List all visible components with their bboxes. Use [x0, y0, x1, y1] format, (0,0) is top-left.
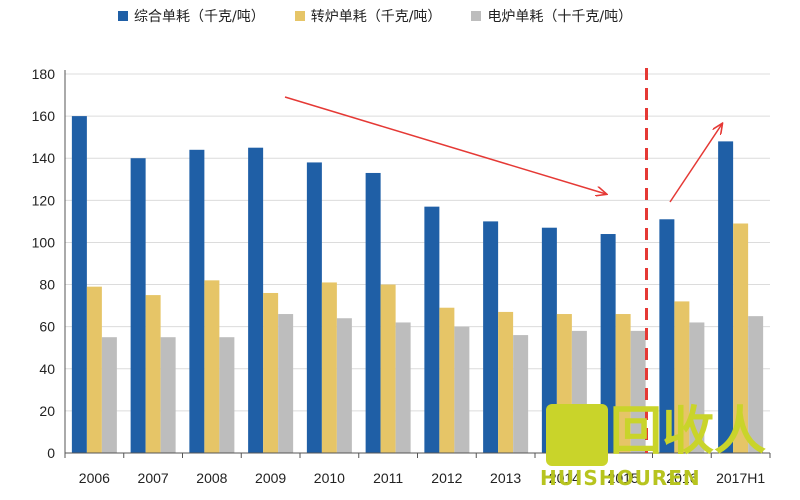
bar-converter — [321, 282, 337, 453]
legend-swatch-converter — [294, 11, 305, 21]
y-tick-label: 40 — [39, 361, 55, 377]
x-tick-label: 2013 — [490, 470, 521, 486]
legend: 综合单耗（千克/吨） 转炉单耗（千克/吨） 电炉单耗（十千克/吨） — [118, 6, 632, 26]
grid-lines — [65, 73, 770, 454]
bar-composite — [424, 206, 440, 453]
bar-converter — [674, 301, 690, 453]
tick-labels: 0 20 40 60 80 100 120 140 160 180 2006 2007 2008 2009… — [32, 66, 766, 486]
bar-composite — [718, 141, 734, 453]
y-tick-label: 0 — [47, 445, 55, 461]
bars — [71, 116, 764, 454]
bar-converter — [204, 280, 220, 453]
watermark-logo-text: 回收人 — [610, 402, 767, 462]
legend-swatch-electric — [471, 11, 482, 21]
bar-electric — [689, 322, 705, 453]
x-tick-label: 2017H1 — [716, 470, 765, 486]
bar-composite — [483, 221, 499, 453]
legend-item-electric: 电炉单耗（十千克/吨） — [471, 6, 632, 26]
x-tick-label: 2007 — [138, 470, 169, 486]
y-tick-label: 180 — [32, 66, 56, 82]
bar-composite — [600, 234, 616, 453]
watermark-subtext: HUISHOUREN — [540, 466, 701, 490]
x-tick-label: 2008 — [196, 470, 227, 486]
legend-item-composite: 综合单耗（千克/吨） — [118, 6, 265, 26]
y-tick-label: 120 — [32, 192, 56, 208]
bar-electric — [336, 318, 352, 453]
bar-converter — [615, 314, 631, 453]
bar-converter — [380, 284, 396, 453]
bar-composite — [248, 147, 264, 453]
x-tick-label: 2016 — [666, 470, 697, 486]
bar-electric — [219, 337, 235, 453]
bar-electric — [748, 316, 764, 453]
y-tick-label: 140 — [32, 150, 56, 166]
x-tick-label: 2006 — [79, 470, 110, 486]
y-tick-label: 60 — [39, 319, 55, 335]
legend-item-converter: 转炉单耗（千克/吨） — [294, 6, 442, 26]
legend-label-converter: 转炉单耗（千克/吨） — [310, 9, 442, 25]
watermark-box-icon — [546, 404, 608, 466]
legend-label-composite: 综合单耗（千克/吨） — [134, 9, 265, 25]
y-tick-label: 20 — [39, 403, 55, 419]
bar-electric — [101, 337, 117, 453]
bar-converter — [263, 292, 279, 453]
bar-electric — [454, 326, 470, 453]
bar-electric — [160, 337, 176, 453]
legend-swatch-composite — [118, 11, 128, 21]
x-tick-label: 2009 — [255, 470, 286, 486]
y-tick-label: 100 — [32, 234, 56, 250]
x-tick-label: 2014 — [549, 470, 580, 486]
bar-converter — [733, 223, 749, 453]
downward-trend-arrow — [284, 96, 606, 194]
bar-composite — [365, 172, 381, 453]
bar-composite — [71, 116, 87, 453]
x-tick-label: 2012 — [431, 470, 462, 486]
bar-composite — [659, 219, 675, 453]
x-tick-label: 2011 — [373, 470, 403, 486]
bar-converter — [145, 295, 161, 453]
bar-electric — [513, 335, 529, 453]
x-tick-label: 2015 — [608, 470, 639, 486]
y-tick-label: 160 — [32, 108, 56, 124]
bar-converter — [498, 311, 514, 453]
bar-converter — [86, 286, 102, 453]
bar-electric — [630, 330, 646, 453]
bar-composite — [189, 149, 205, 454]
x-tick-label: 2010 — [314, 470, 345, 486]
bar-composite — [130, 158, 146, 453]
bar-composite — [541, 227, 557, 453]
annotations — [284, 68, 722, 453]
bar-electric — [395, 322, 411, 453]
legend-label-electric: 电炉单耗（十千克/吨） — [487, 9, 633, 25]
bar-electric — [278, 314, 294, 453]
bar-converter — [439, 307, 455, 453]
y-tick-label: 80 — [39, 277, 55, 293]
watermark-logo: 回收人 HUISHOUREN — [540, 400, 770, 495]
upward-trend-arrow — [669, 124, 722, 203]
bar-composite — [306, 162, 322, 453]
